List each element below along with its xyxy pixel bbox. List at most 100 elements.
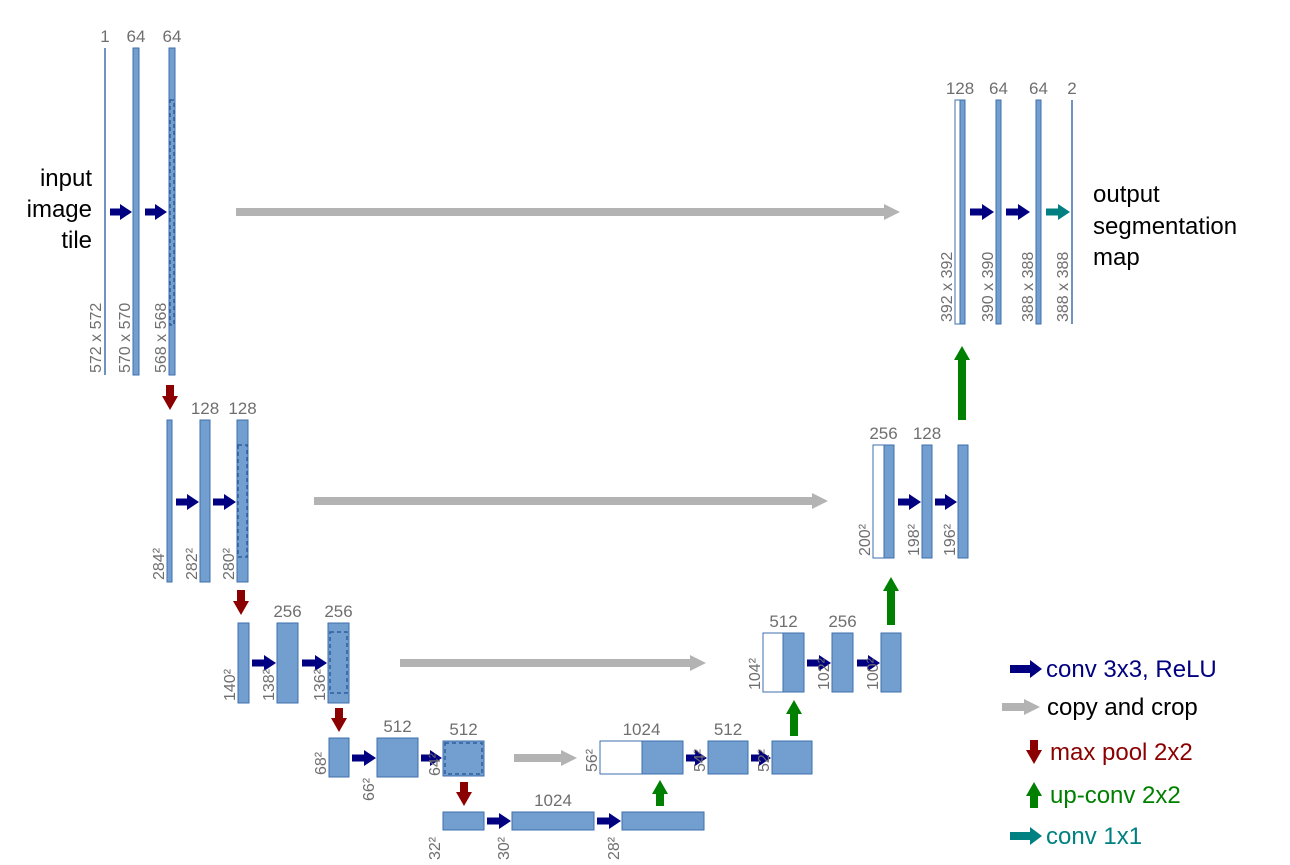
conv-arrow — [302, 655, 327, 671]
feature-map — [236, 419, 249, 583]
spatial-size-label: 388 x 388 — [1020, 252, 1037, 322]
spatial-size-label: 52² — [756, 748, 773, 772]
conv-1x1-arrow-icon — [1010, 827, 1042, 845]
feature-map — [707, 740, 749, 775]
legend-label: conv 3x3, ReLU — [1046, 656, 1217, 683]
copied-feature-map — [599, 740, 643, 775]
input-label-line: tile — [61, 227, 92, 254]
feature-map — [166, 419, 173, 583]
spatial-size-label: 392 x 392 — [939, 252, 956, 322]
legend-label: max pool 2x2 — [1050, 739, 1193, 766]
feature-map — [782, 632, 805, 693]
channel-count-label: 64 — [163, 27, 182, 46]
feature-map — [995, 99, 1002, 325]
spatial-size-label: 56² — [584, 748, 601, 772]
up-conv-arrow — [652, 780, 668, 806]
feature-map — [641, 740, 684, 775]
spatial-size-label: 30² — [496, 836, 513, 860]
conv-arrow-icon — [1010, 660, 1042, 678]
feature-map — [276, 622, 299, 704]
feature-map — [957, 444, 969, 559]
channel-count-label: 128 — [191, 399, 219, 418]
channel-count-label: 1024 — [623, 720, 661, 739]
channel-count-label: 1024 — [534, 791, 572, 810]
feature-map — [621, 811, 705, 831]
channel-count-label: 256 — [273, 602, 301, 621]
legend-item-conv1: conv 1x1 — [1010, 823, 1142, 850]
up-conv-arrow — [954, 346, 970, 420]
conv-arrow — [1006, 204, 1030, 220]
channel-count-label: 64 — [1029, 79, 1048, 98]
conv-arrow — [935, 494, 957, 510]
spatial-size-label: 54² — [692, 748, 709, 772]
spatial-size-label: 282² — [184, 547, 201, 580]
operation-arrows — [110, 204, 1070, 829]
output-label: output segmentation map — [1093, 181, 1237, 271]
feature-map — [880, 632, 902, 693]
conv-arrow — [352, 750, 376, 766]
output-label-line: segmentation — [1093, 213, 1237, 240]
max-pool-arrow — [331, 708, 347, 732]
feature-map — [883, 444, 895, 559]
legend: conv 3x3, ReLU copy and crop max pool 2x2 u… — [1002, 656, 1217, 850]
copy-crop-arrow — [400, 655, 706, 671]
copied-feature-map — [762, 632, 784, 693]
conv-arrow — [487, 813, 511, 829]
conv-arrow — [145, 204, 167, 220]
channel-count-label: 2 — [1067, 79, 1076, 98]
conv-arrow — [857, 655, 880, 671]
conv-arrow — [252, 655, 276, 671]
conv-arrow — [597, 813, 621, 829]
max-pool-arrow-icon — [1026, 740, 1042, 764]
feature-map — [199, 419, 211, 583]
spatial-size-label: 390 x 390 — [980, 252, 997, 322]
spatial-size-label: 284² — [151, 547, 168, 580]
legend-item-conv: conv 3x3, ReLU — [1010, 656, 1217, 683]
feature-map — [327, 622, 350, 704]
channel-count-label: 512 — [449, 720, 477, 739]
copy-crop-arrow — [314, 493, 828, 509]
crop-region — [329, 631, 348, 694]
feature-map — [328, 737, 350, 778]
output-label-line: map — [1093, 244, 1140, 271]
feature-map — [771, 740, 813, 775]
max-pool-arrow — [162, 385, 178, 410]
channel-count-label: 256 — [324, 602, 352, 621]
conv-arrow — [213, 494, 236, 510]
up-conv-arrow — [786, 700, 802, 736]
legend-label: up-conv 2x2 — [1050, 782, 1181, 809]
feature-map — [237, 622, 250, 704]
copy-arrow-icon — [1002, 699, 1040, 715]
dimension-labels: 1 572 x 572 64 570 x 570 64 568 x 568 284² 128 2… — [88, 27, 1077, 860]
spatial-size-label: 104² — [747, 657, 764, 690]
crop-region — [444, 742, 483, 775]
feature-map — [442, 811, 485, 831]
up-conv-arrow-icon — [1026, 782, 1042, 808]
conv-arrow — [110, 204, 132, 220]
legend-item-pool: max pool 2x2 — [1026, 739, 1193, 766]
conv-arrow — [421, 750, 442, 766]
channel-count-label: 512 — [714, 720, 742, 739]
crop-region — [237, 444, 248, 558]
conv-arrow — [751, 750, 771, 766]
channel-count-label: 128 — [228, 399, 256, 418]
channel-count-label: 128 — [913, 424, 941, 443]
spatial-size-label: 572 x 572 — [88, 303, 105, 373]
channel-count-label: 512 — [383, 717, 411, 736]
input-label-line: image — [27, 196, 92, 223]
feature-maps — [104, 47, 1073, 831]
copied-feature-map — [872, 444, 885, 559]
input-label: input image tile — [27, 165, 93, 254]
conv-1x1-arrow — [1046, 204, 1070, 220]
spatial-size-label: 138² — [261, 668, 278, 701]
channel-count-label: 256 — [869, 424, 897, 443]
input-label-line: input — [40, 165, 92, 192]
conv-arrow — [686, 750, 707, 766]
channel-count-label: 512 — [769, 612, 797, 631]
copy-crop-arrow — [514, 750, 577, 766]
copy-crop-arrows — [236, 204, 900, 766]
spatial-size-label: 32² — [427, 836, 444, 860]
conv-arrow — [898, 494, 921, 510]
legend-label: copy and crop — [1047, 694, 1198, 721]
channel-count-label: 1 — [100, 27, 109, 46]
